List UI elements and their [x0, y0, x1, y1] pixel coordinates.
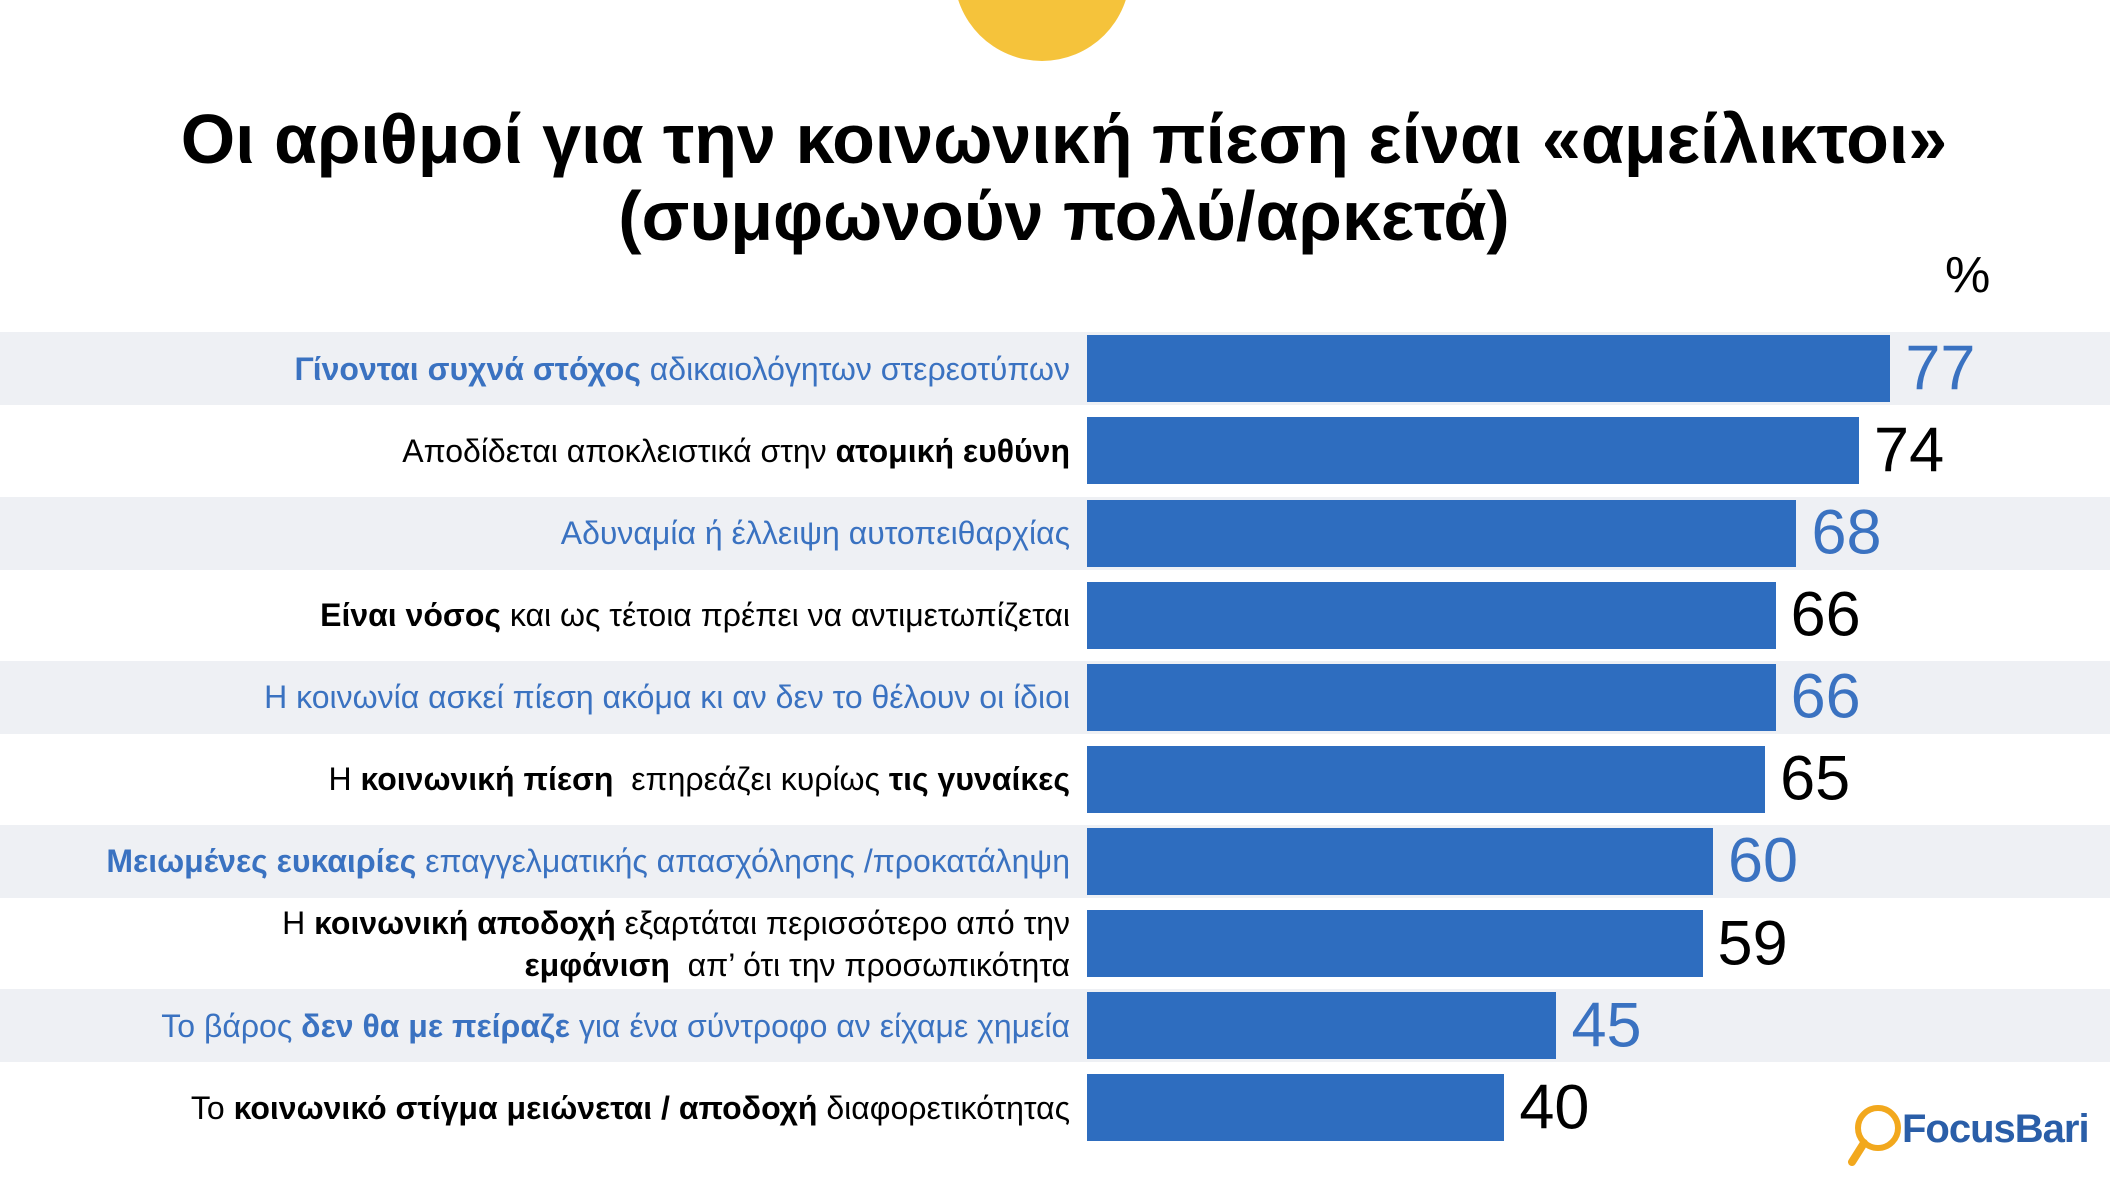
category-label: Αποδίδεται αποκλειστικά στην ατομική ευθ… [402, 432, 1070, 469]
focusbari-logo: FocusBari [1844, 1100, 2104, 1172]
category-label: Η κοινωνική αποδοχή εξαρτάται περισσότερ… [282, 904, 1079, 983]
category-label-emphasis: κοινωνική αποδοχή [314, 904, 616, 941]
category-label-emphasis: Είναι νόσος [320, 597, 501, 634]
chart-row: Αδυναμία ή έλλειψη αυτοπειθαρχίας 68 [0, 496, 2110, 570]
unit-label: % [1945, 246, 1991, 303]
chart-title: Οι αριθμοί για την κοινωνική πίεση είναι… [180, 100, 1948, 178]
title-block: Οι αριθμοί για την κοινωνική πίεση είναι… [18, 101, 2110, 255]
category-label-emphasis: Μειωμένες ευκαιρίες [106, 843, 417, 880]
bar [1087, 499, 1797, 567]
chart-subtitle: (συμφωνούν πολύ/αρκετά) [618, 177, 1510, 255]
category-label: Η κοινωνική πίεση επηρεάζει κυρίως τις γ… [328, 761, 1070, 798]
chart-row: Είναι νόσος και ως τέτοια πρέπει να αντι… [0, 579, 2110, 652]
value-label: 74 [1874, 415, 1945, 486]
category-label-emphasis: Γίνονται συχνά στόχος [294, 350, 641, 387]
category-label: Αδυναμία ή έλλειψη αυτοπειθαρχίας [560, 515, 1070, 552]
value-label: 68 [1811, 497, 1882, 568]
category-label-emphasis: τις γυναίκες [888, 761, 1070, 798]
magnifier-icon [1848, 1105, 1901, 1166]
bar [1087, 417, 1860, 485]
bar [1087, 1074, 1505, 1142]
bar [1087, 745, 1766, 813]
value-label: 66 [1790, 579, 1861, 650]
category-label: Το βάρος δεν θα με πείραζε για ένα σύντρ… [161, 1007, 1070, 1044]
value-label: 77 [1905, 333, 1976, 404]
category-label: Είναι νόσος και ως τέτοια πρέπει να αντι… [320, 597, 1070, 634]
value-label: 65 [1780, 743, 1851, 814]
bar [1087, 335, 1891, 403]
value-label: 59 [1717, 908, 1788, 979]
bar [1087, 992, 1557, 1060]
category-label-emphasis: κοινωνικό στίγμα μειώνεται / αποδοχή [233, 1089, 818, 1126]
category-label: Μειωμένες ευκαιρίες επαγγελματικής απασχ… [106, 843, 1070, 880]
chart-row: Αποδίδεται αποκλειστικά στην ατομική ευθ… [0, 414, 2110, 487]
bar [1087, 827, 1713, 895]
value-label: 66 [1790, 661, 1861, 732]
category-label: Η κοινωνία ασκεί πίεση ακόμα κι αν δεν τ… [264, 679, 1070, 716]
category-label-emphasis: κοινωνική πίεση [360, 761, 614, 798]
chart-row: Το βάρος δεν θα με πείραζε για ένα σύντρ… [0, 989, 2110, 1063]
bar [1087, 663, 1776, 731]
bar [1087, 581, 1776, 649]
logo-text: FocusBari [1902, 1107, 2090, 1151]
value-label: 45 [1571, 990, 1642, 1061]
value-label: 40 [1519, 1072, 1590, 1143]
row-band [0, 989, 2110, 1063]
category-label-emphasis: ατομική ευθύνη [835, 432, 1070, 469]
chart-row: Το κοινωνικό στίγμα μειώνεται / αποδοχή … [0, 1071, 2110, 1144]
chart-row: Η κοινωνία ασκεί πίεση ακόμα κι αν δεν τ… [0, 660, 2110, 734]
bar [1087, 910, 1703, 978]
category-label: Το κοινωνικό στίγμα μειώνεται / αποδοχή … [190, 1089, 1070, 1126]
chart-row: Η κοινωνική αποδοχή εξαρτάται περισσότερ… [0, 905, 2110, 983]
row-band [0, 824, 2110, 898]
chart-row: Η κοινωνική πίεση επηρεάζει κυρίως τις γ… [0, 743, 2110, 816]
chart-row: Γίνονται συχνά στόχος αδικαιολόγητων στε… [0, 332, 2110, 406]
value-label: 60 [1727, 825, 1799, 896]
category-label: Γίνονται συχνά στόχος αδικαιολόγητων στε… [294, 350, 1071, 387]
chart-row: Μειωμένες ευκαιρίες επαγγελματικής απασχ… [0, 824, 2110, 898]
category-label-emphasis: δεν θα με πείραζε [301, 1007, 570, 1044]
category-label-emphasis: εμφάνιση [524, 946, 670, 983]
